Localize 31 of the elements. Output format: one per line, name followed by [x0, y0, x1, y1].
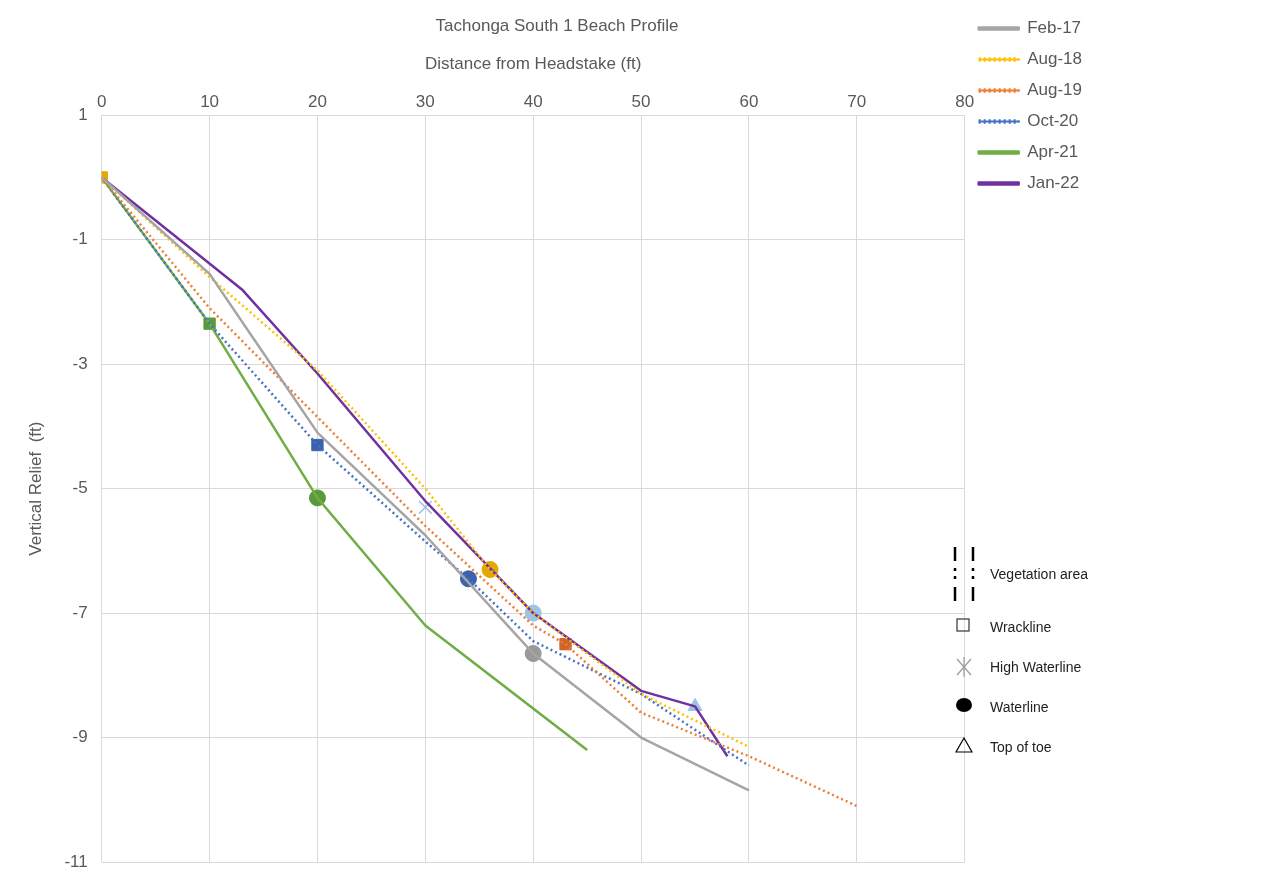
legend-label: Oct-20 — [1027, 111, 1079, 131]
legend-label: Feb-17 — [1027, 18, 1082, 38]
y-tick-label: -5 — [72, 478, 88, 498]
y-tick-label: 1 — [78, 104, 88, 124]
x-tick-label: 20 — [307, 91, 327, 111]
text: Top of toe — [990, 739, 1052, 755]
legend-label: Jan-22 — [1027, 173, 1080, 193]
legend-label: Apr-21 — [1027, 142, 1079, 162]
x-tick-label: 30 — [415, 91, 435, 111]
x-tick-label: 0 — [96, 91, 107, 111]
y-tick-label: -1 — [72, 229, 88, 249]
y-tick-label: -11 — [64, 851, 88, 871]
y-axis-title: Vertical Relief (ft) — [25, 421, 45, 556]
text: Waterline — [990, 699, 1049, 715]
x-tick-label: 50 — [631, 91, 651, 111]
legend-label: Aug-19 — [1027, 80, 1083, 100]
y-tick-label: -9 — [72, 727, 88, 747]
chart-title: Tachonga South 1 Beach Profile — [435, 15, 679, 35]
x-tick-label: 70 — [847, 91, 867, 111]
point — [418, 500, 433, 515]
x-tick-label: 80 — [955, 91, 975, 111]
x-tick-label: 10 — [200, 91, 220, 111]
text: High Waterline — [990, 659, 1082, 675]
text: Wrackline — [990, 619, 1052, 635]
x-tick-label: 40 — [523, 91, 543, 111]
y-tick-label: -7 — [72, 602, 88, 622]
legend-label: Aug-18 — [1027, 49, 1083, 69]
text: Vegetation area — [990, 566, 1089, 582]
x-axis-title: Distance from Headstake (ft) — [425, 54, 642, 74]
y-tick-label: -3 — [72, 353, 88, 373]
x-tick-label: 60 — [739, 91, 759, 111]
